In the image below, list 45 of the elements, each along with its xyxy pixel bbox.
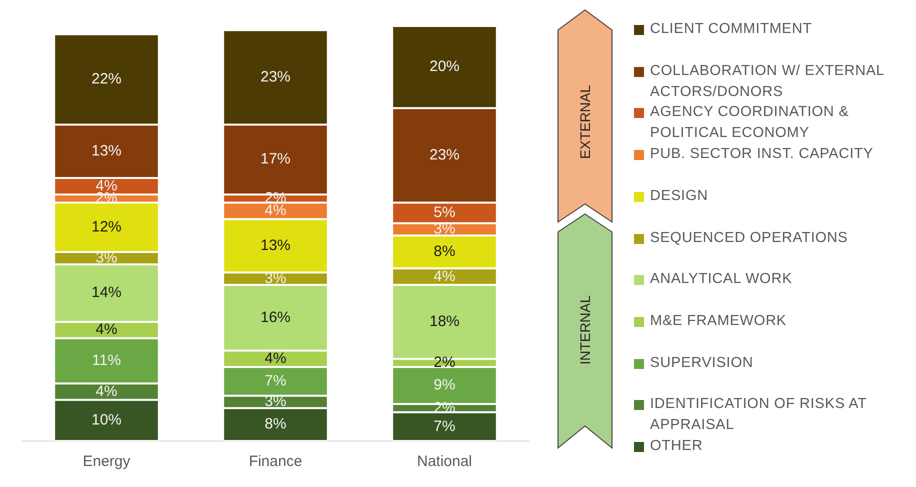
data-label: 8% (264, 416, 286, 433)
legend-label: IDENTIFICATION OF RISKS AT APPRAISAL (650, 396, 867, 434)
legend-label: M&E FRAMEWORK (650, 312, 787, 329)
data-label: 3% (434, 220, 456, 238)
data-label: 7% (434, 418, 456, 435)
data-label: 4% (264, 202, 286, 220)
legend-label: OTHER (650, 438, 703, 454)
legend-label: SEQUENCED OPERATIONS (650, 230, 848, 246)
data-label: 20% (429, 58, 460, 76)
legend-label: ANALYTICAL WORK (650, 271, 792, 288)
data-label: 13% (91, 142, 122, 160)
legend-label: PUB. SECTOR INST. CAPACITY (650, 146, 874, 162)
data-label: 7% (264, 372, 286, 390)
data-label: 5% (434, 204, 456, 222)
data-label: 23% (260, 68, 291, 86)
legend-label: SUPERVISION (650, 354, 754, 371)
data-label: 22% (91, 70, 122, 88)
data-label: 4% (96, 321, 118, 338)
x-tick-label: Energy (82, 453, 131, 470)
x-tick-label: Finance (248, 453, 302, 470)
data-label: 3% (264, 270, 286, 287)
data-label: 14% (91, 284, 122, 302)
legend-label: COLLABORATION W/ EXTERNAL ACTORS/DONORS (650, 62, 884, 100)
data-label: 4% (96, 382, 118, 400)
data-label: 4% (264, 350, 286, 367)
data-label: 4% (434, 268, 456, 285)
text: INTERNAL (577, 295, 593, 365)
data-label: 23% (429, 146, 460, 164)
data-label: 11% (92, 352, 121, 370)
data-label: 16% (260, 308, 291, 326)
data-label: 12% (91, 218, 122, 236)
data-label: 8% (434, 243, 456, 260)
data-label: 3% (96, 249, 118, 266)
data-label: 18% (429, 312, 460, 330)
data-label: 13% (260, 236, 291, 254)
data-label: 17% (260, 150, 291, 168)
legend-label: CLIENT COMMITMENT (650, 21, 812, 37)
text: EXTERNAL (577, 85, 593, 159)
data-label: 9% (434, 376, 456, 394)
legend-label: AGENCY COORDINATION & POLITICAL ECONOMY (650, 104, 849, 142)
data-label: 4% (96, 177, 118, 194)
data-label: 3% (264, 393, 286, 410)
legend-label: DESIGN (650, 188, 708, 204)
x-tick-label: National (416, 453, 472, 470)
data-label: 10% (91, 412, 122, 429)
